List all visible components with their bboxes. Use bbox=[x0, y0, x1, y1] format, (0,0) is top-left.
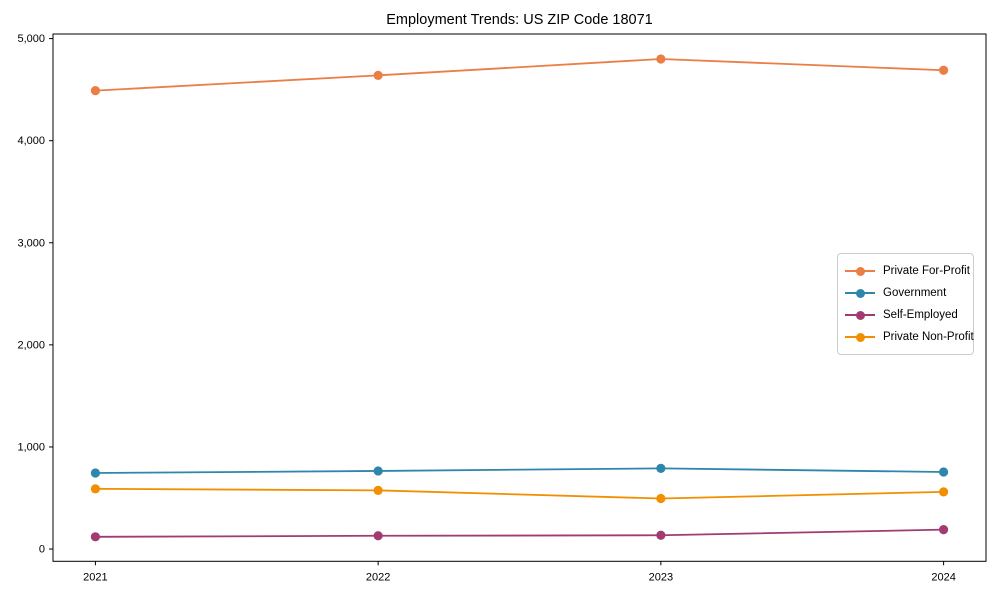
y-tick-label: 5,000 bbox=[17, 33, 45, 45]
legend-marker-icon bbox=[855, 310, 865, 320]
line-private-for-profit bbox=[94, 58, 945, 92]
x-tick-label: 2021 bbox=[83, 571, 107, 583]
point-self-employed-2021 bbox=[90, 532, 101, 542]
legend-line-dot-icon bbox=[845, 288, 875, 298]
point-self-employed-2022 bbox=[373, 531, 383, 541]
legend-marker-icon bbox=[855, 332, 865, 342]
legend-item-private-non-profit: Private Non-Profit bbox=[845, 326, 974, 348]
point-private-non-profit-2023 bbox=[656, 493, 666, 504]
legend-marker-icon bbox=[855, 288, 865, 298]
y-tick-label: 3,000 bbox=[17, 237, 45, 249]
legend-line-dot-icon bbox=[845, 332, 875, 342]
point-private-for-profit-2023 bbox=[656, 54, 666, 64]
legend-label: Government bbox=[883, 287, 947, 299]
point-government-2024 bbox=[938, 467, 949, 477]
y-tick-label: 1,000 bbox=[17, 441, 45, 453]
chart-legend: Private For-Profit Government Self-Employe… bbox=[837, 253, 974, 355]
line-government bbox=[94, 467, 945, 474]
point-private-for-profit-2022 bbox=[373, 70, 383, 80]
line-self-employed bbox=[94, 528, 945, 538]
point-private-for-profit-2021 bbox=[90, 86, 101, 96]
y-tick-label: 4,000 bbox=[17, 135, 45, 147]
legend-marker-icon bbox=[855, 266, 865, 276]
legend-label: Private For-Profit bbox=[883, 265, 970, 277]
point-self-employed-2023 bbox=[656, 530, 666, 540]
x-tick-label: 2024 bbox=[931, 571, 955, 583]
x-tick-label: 2023 bbox=[649, 571, 673, 583]
x-tick-label: 2022 bbox=[366, 571, 390, 583]
legend-label: Private Non-Profit bbox=[883, 331, 974, 343]
legend-label: Self-Employed bbox=[883, 309, 958, 321]
line-private-non-profit bbox=[94, 487, 945, 500]
point-private-for-profit-2024 bbox=[938, 65, 949, 75]
legend-line-dot-icon bbox=[845, 310, 875, 320]
point-government-2021 bbox=[90, 468, 101, 478]
legend-item-self-employed: Self-Employed bbox=[845, 304, 965, 326]
point-private-non-profit-2021 bbox=[90, 484, 101, 494]
chart-title: Employment Trends: US ZIP Code 18071 bbox=[386, 12, 653, 28]
point-self-employed-2024 bbox=[938, 525, 949, 535]
y-tick-label: 2,000 bbox=[17, 339, 45, 351]
legend-item-government: Government bbox=[845, 282, 965, 304]
y-tick-label: 0 bbox=[39, 544, 45, 556]
point-private-non-profit-2024 bbox=[938, 487, 949, 497]
point-private-non-profit-2022 bbox=[373, 485, 383, 495]
legend-line-dot-icon bbox=[845, 266, 875, 276]
plot-border bbox=[52, 33, 987, 562]
point-government-2022 bbox=[373, 466, 383, 476]
point-government-2023 bbox=[656, 463, 666, 473]
legend-item-private-for-profit: Private For-Profit bbox=[845, 260, 970, 282]
